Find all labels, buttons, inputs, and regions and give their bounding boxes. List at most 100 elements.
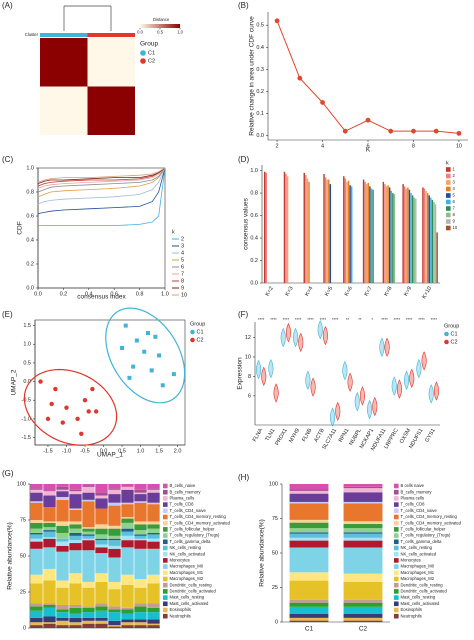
significance-label: * bbox=[371, 317, 373, 322]
bar-segment bbox=[289, 613, 329, 618]
x-tick-label: FLNA bbox=[252, 427, 264, 442]
bar bbox=[402, 184, 404, 283]
data-point bbox=[171, 372, 176, 377]
bar-segment bbox=[95, 524, 108, 529]
bar-segment bbox=[289, 580, 329, 600]
bar-segment bbox=[108, 528, 121, 536]
colorbar-tick-label: 1.0 bbox=[177, 30, 183, 35]
bar-segment bbox=[43, 616, 56, 623]
bar-segment bbox=[147, 607, 160, 613]
legend-swatch bbox=[163, 508, 168, 514]
data-point bbox=[433, 128, 439, 134]
legend-swatch bbox=[394, 533, 399, 538]
data-point bbox=[131, 364, 136, 369]
bar bbox=[407, 187, 409, 283]
significance-label: **** bbox=[406, 317, 413, 322]
bar bbox=[433, 202, 435, 283]
colorbar-title: Distance bbox=[153, 17, 170, 22]
bar-segment bbox=[30, 574, 43, 584]
bar bbox=[370, 188, 373, 283]
bar-segment bbox=[82, 581, 95, 588]
cluster-strip bbox=[40, 33, 88, 37]
legend-label: 3 bbox=[453, 180, 456, 185]
x-axis-label: UMAP_1 bbox=[97, 452, 123, 459]
x-tick-label: K=2 bbox=[265, 286, 275, 298]
bar-segment bbox=[95, 606, 108, 611]
legend-label: T_cells_gamma_delta bbox=[170, 539, 212, 544]
bar bbox=[343, 176, 345, 283]
significance-label: **** bbox=[431, 317, 438, 322]
y-tick-label: -1.0 bbox=[22, 416, 31, 422]
legend-label: 10 bbox=[453, 225, 458, 230]
bar-segment bbox=[43, 603, 56, 605]
data-point bbox=[49, 401, 54, 407]
legend-label: 3 bbox=[181, 243, 184, 249]
y-axis-label: consensus values bbox=[243, 197, 250, 249]
bar-segment bbox=[56, 521, 69, 526]
bar-segment bbox=[69, 494, 82, 509]
legend-label: C2 bbox=[148, 58, 155, 64]
y-tick-label: 0.8 bbox=[26, 189, 34, 195]
bar-segment bbox=[69, 508, 82, 510]
bar-segment bbox=[43, 623, 56, 628]
bar-segment bbox=[82, 492, 95, 500]
bar bbox=[411, 195, 414, 283]
bar bbox=[344, 178, 347, 283]
significance-label: **** bbox=[381, 317, 388, 322]
legend-label: 7 bbox=[181, 271, 184, 277]
legend-label: B_cells_naive bbox=[170, 483, 197, 488]
bar-segment bbox=[108, 626, 121, 628]
x-tick-label: RPN1 bbox=[338, 428, 351, 444]
bar-segment bbox=[289, 602, 329, 607]
legend-label: Monocytes bbox=[170, 558, 190, 563]
bar-segment bbox=[82, 485, 95, 487]
y-tick-label: -1.5 bbox=[22, 435, 31, 441]
bar-segment bbox=[343, 486, 383, 489]
legend-swatch bbox=[163, 533, 168, 538]
bar-segment bbox=[30, 538, 43, 542]
bar-segment bbox=[56, 620, 69, 626]
bar-segment bbox=[121, 522, 134, 529]
bar-segment bbox=[121, 584, 134, 608]
bar-segment bbox=[30, 548, 43, 575]
bar-segment bbox=[147, 528, 160, 533]
bar-segment bbox=[82, 620, 95, 624]
x-tick-label: -0.5 bbox=[80, 448, 89, 454]
legend-label: C1 bbox=[148, 50, 155, 56]
bar-segment bbox=[108, 620, 121, 626]
bar bbox=[436, 232, 438, 283]
bar-segment bbox=[95, 603, 108, 607]
bar bbox=[405, 188, 408, 283]
bar-segment bbox=[134, 502, 147, 522]
bar-segment bbox=[108, 609, 121, 613]
legend-label: T_cells_follicular_helper bbox=[401, 527, 447, 532]
bar-segment bbox=[121, 528, 134, 532]
colorbar-tick-label: 0.0 bbox=[137, 30, 143, 35]
legend-label: 8 bbox=[453, 212, 456, 217]
y-tick-label: 0.6 bbox=[250, 213, 258, 219]
bar bbox=[382, 181, 385, 283]
data-point bbox=[157, 353, 162, 358]
bar-segment bbox=[147, 541, 160, 549]
legend-label: Dendritic_cells_activated bbox=[401, 589, 448, 594]
bar-segment bbox=[108, 625, 121, 627]
bar-segment bbox=[289, 532, 329, 534]
significance-label: **** bbox=[295, 317, 302, 322]
legend-label: T_cells_follicular_helper bbox=[170, 527, 216, 532]
bar-segment bbox=[343, 484, 383, 487]
confidence-ellipse bbox=[105, 307, 186, 404]
bar-segment bbox=[69, 622, 82, 626]
legend-label: Eosinophils bbox=[170, 607, 191, 612]
data-line bbox=[37, 167, 166, 184]
bar-segment bbox=[121, 625, 134, 628]
bar-segment bbox=[289, 617, 329, 621]
bar-segment bbox=[43, 491, 56, 496]
bar bbox=[390, 190, 392, 283]
bar-segment bbox=[289, 519, 329, 523]
legend-swatch bbox=[394, 564, 399, 569]
bar-segment bbox=[108, 548, 121, 558]
y-tick-label: 0.0 bbox=[23, 379, 31, 385]
bar-segment bbox=[147, 574, 160, 584]
legend-label: NK_cells_activated bbox=[401, 551, 437, 556]
bar-segment bbox=[30, 484, 43, 489]
